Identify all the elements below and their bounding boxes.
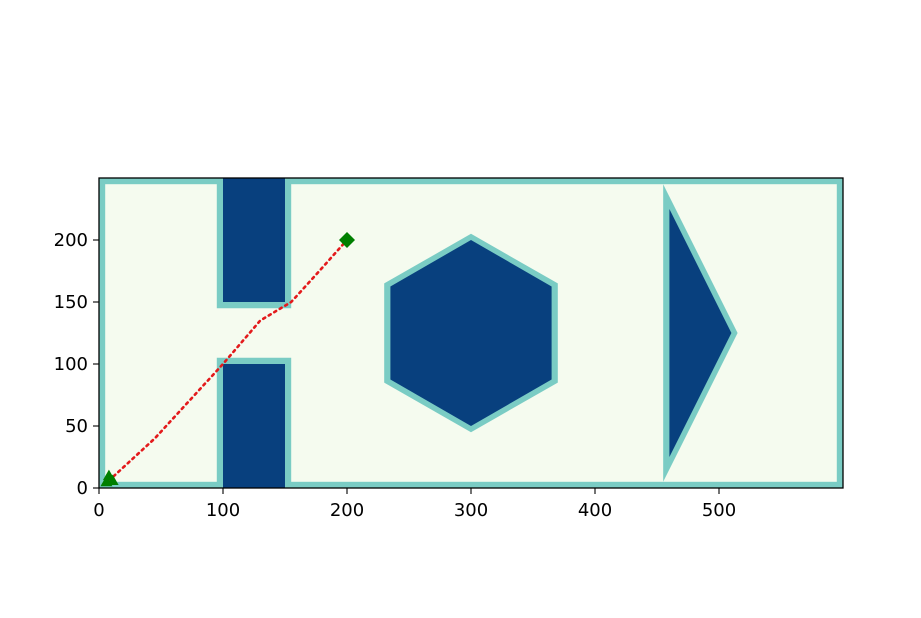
planned-path-line — [107, 238, 349, 482]
axes: 0 100 200 300 400 500 0 50 100 150 200 — [54, 177, 844, 521]
x-tick-label-300: 300 — [454, 500, 488, 521]
start-marker-3 — [100, 475, 113, 487]
plot-area — [99, 178, 843, 488]
obstacle-rectangle-1 — [223, 178, 285, 302]
obstacle-triangle-4 — [669, 209, 732, 457]
map-layer — [99, 178, 843, 488]
y-tick-label-150: 150 — [54, 292, 88, 313]
obstacle-hexagon-3 — [390, 240, 552, 426]
y-tick-label-0: 0 — [77, 478, 88, 499]
goal-marker — [339, 232, 355, 248]
y-tick-label-200: 200 — [54, 230, 88, 251]
x-tick-label-0: 0 — [93, 500, 104, 521]
x-tick-label-100: 100 — [206, 500, 240, 521]
x-tick-label-500: 500 — [702, 500, 736, 521]
x-tick-label-200: 200 — [330, 500, 364, 521]
obstacle-rectangle-2 — [223, 364, 285, 488]
x-tick-label-400: 400 — [578, 500, 612, 521]
y-tick-label-50: 50 — [65, 416, 88, 437]
y-tick-label-100: 100 — [54, 354, 88, 375]
